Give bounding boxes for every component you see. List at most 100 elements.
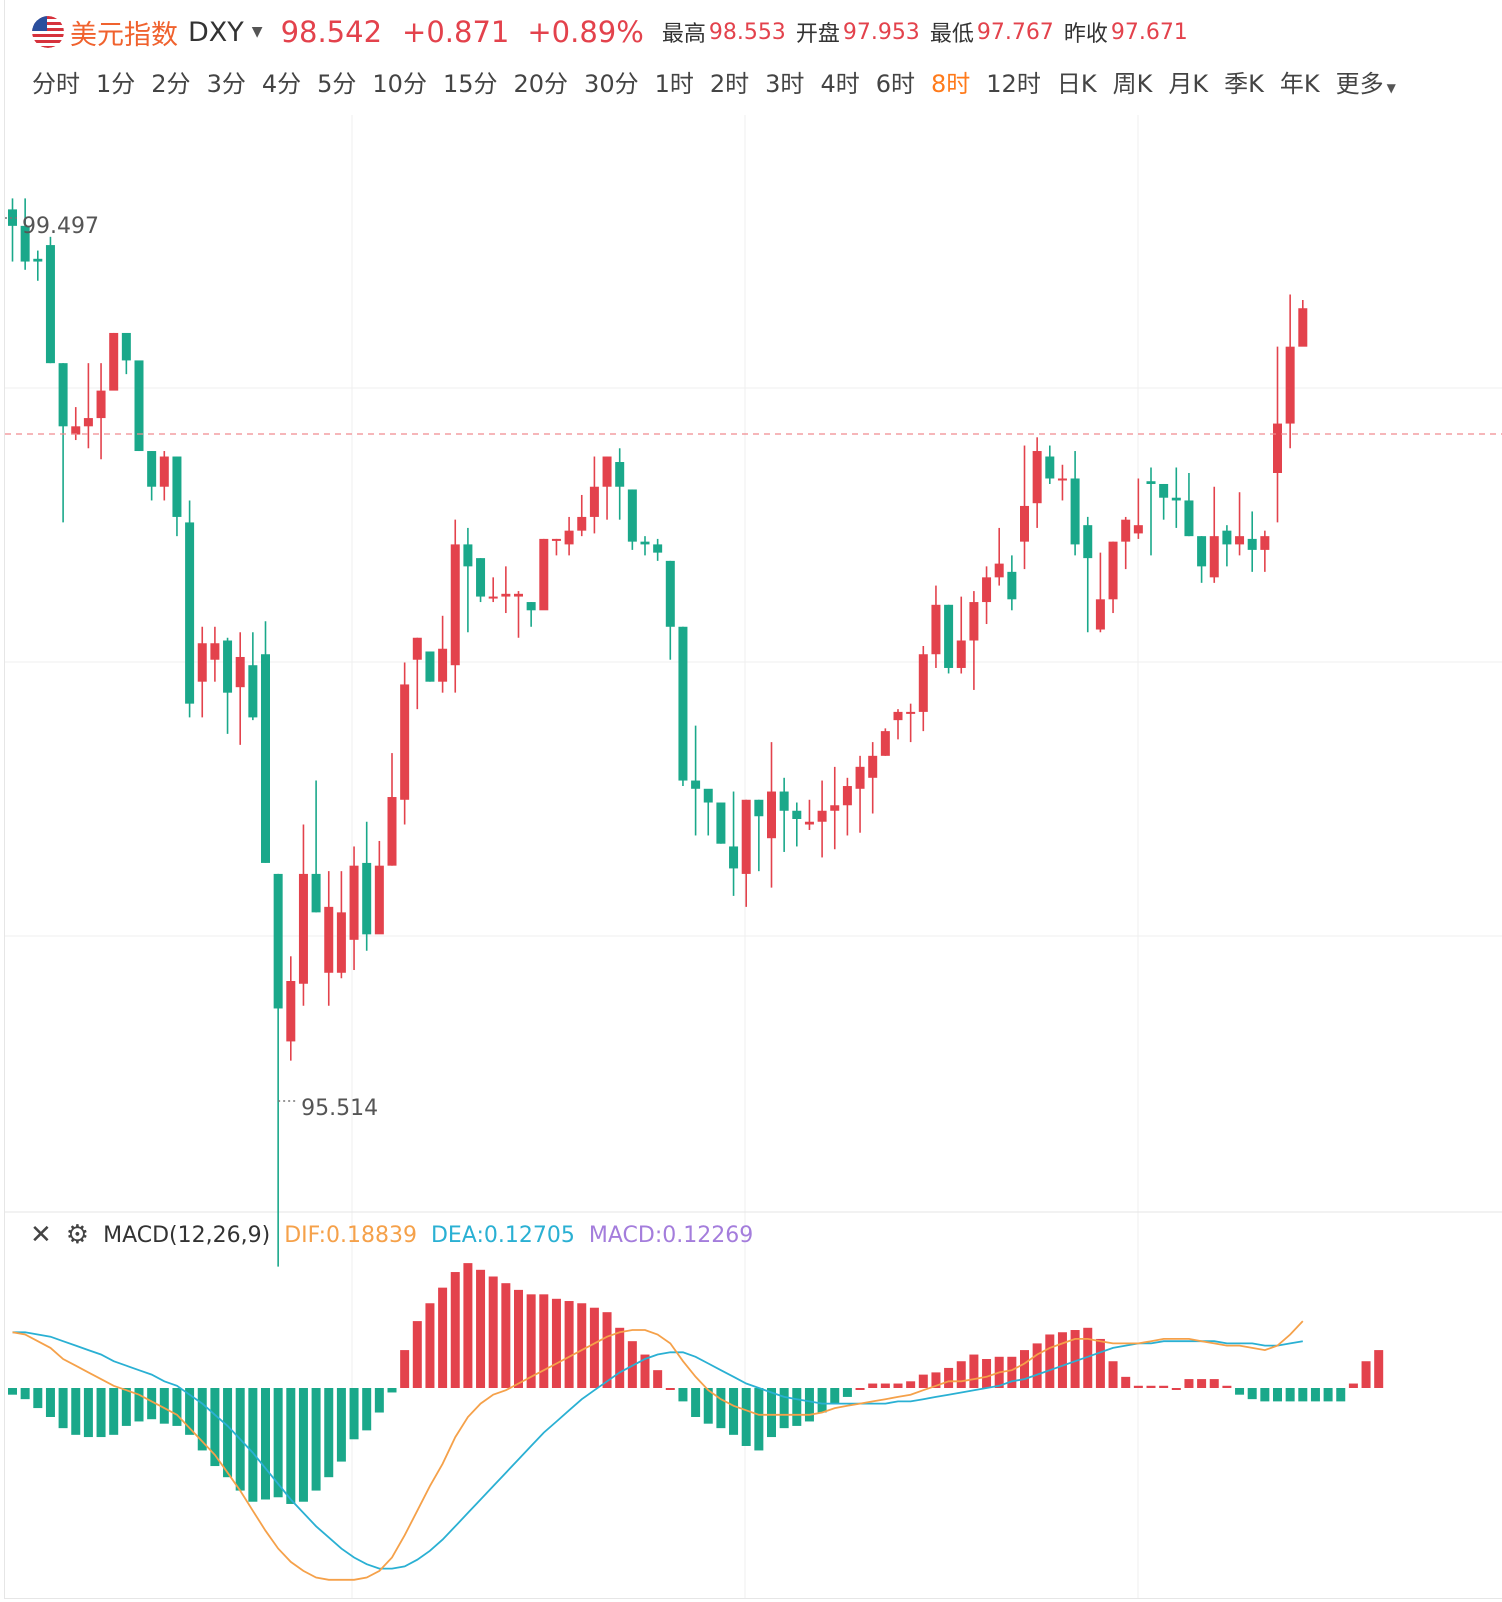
candle-body [1045, 456, 1055, 479]
candle-body [678, 626, 688, 781]
candle-body [261, 654, 270, 863]
macd-histogram-bar [450, 1272, 460, 1388]
macd-histogram-bar [109, 1388, 119, 1435]
macd-histogram-bar [893, 1383, 903, 1388]
tab-more[interactable]: 更多 ▼ [1336, 64, 1396, 99]
macd-histogram-bar [931, 1372, 941, 1388]
tab-3min[interactable]: 3分 [206, 69, 246, 98]
candle-body [58, 363, 68, 427]
candle-body [1184, 500, 1194, 537]
macd-histogram-bar [248, 1388, 258, 1502]
macd-title: MACD(12,26,9) [103, 1222, 271, 1248]
macd-histogram-bar [1222, 1385, 1232, 1388]
candle-body [665, 560, 675, 627]
macd-dif-value: DIF:0.18839 [284, 1222, 417, 1248]
settings-icon[interactable]: ⚙ [65, 1220, 90, 1250]
candle-body [893, 711, 903, 721]
tab-monthly[interactable]: 月K [1168, 69, 1209, 98]
tab-6hour[interactable]: 6时 [875, 69, 915, 98]
price-change: +0.871 [402, 15, 510, 49]
tab-4min[interactable]: 4分 [261, 69, 302, 98]
candle-body [754, 799, 764, 817]
macd-histogram-bar [1121, 1376, 1131, 1388]
caret-down-icon[interactable]: ▼ [251, 24, 263, 40]
candle-body [716, 802, 726, 844]
macd-histogram-bar [1184, 1379, 1194, 1388]
chart-frame [4, 0, 1502, 1599]
macd-histogram-bar [400, 1350, 410, 1388]
macd-histogram-bar [1070, 1330, 1080, 1388]
macd-histogram-bar [551, 1298, 561, 1388]
candle-body [33, 258, 43, 262]
candle-body [1235, 536, 1245, 545]
tab-5min[interactable]: 5分 [317, 69, 357, 98]
macd-histogram-bar [969, 1354, 979, 1388]
macd-histogram-bar [185, 1388, 195, 1435]
tab-2min[interactable]: 2分 [151, 69, 191, 98]
tab-1hour[interactable]: 1时 [654, 69, 694, 98]
candle-body [71, 426, 81, 435]
index-code[interactable]: DXY [188, 16, 244, 48]
candle-body [1070, 478, 1080, 545]
tab-2hour[interactable]: 2时 [709, 69, 750, 98]
tab-10min[interactable]: 10分 [372, 69, 427, 98]
candle-body [703, 788, 713, 803]
candle-body [1057, 478, 1067, 481]
macd-histogram-bar [1273, 1388, 1282, 1402]
macd-histogram-bar [944, 1367, 954, 1388]
tab-20min[interactable]: 20分 [513, 69, 569, 98]
candle-body [969, 602, 979, 641]
macd-histogram-bar [741, 1388, 751, 1446]
tab-1min[interactable]: 1分 [96, 69, 136, 98]
tab-timeshare[interactable]: 分时 [32, 69, 80, 98]
index-name[interactable]: 美元指数 [70, 19, 178, 51]
candle-body [994, 563, 1004, 578]
candle-body [868, 755, 878, 778]
candle-body [121, 332, 131, 361]
candle-body [577, 516, 587, 531]
macd-histogram-bar [8, 1388, 17, 1395]
macd-histogram-bar [463, 1263, 473, 1388]
candle-body [476, 558, 486, 597]
tab-30min[interactable]: 30分 [584, 69, 639, 98]
macd-histogram-bar [615, 1327, 625, 1388]
macd-histogram-bar [678, 1388, 688, 1402]
tab-3hour[interactable]: 3时 [765, 69, 805, 98]
tab-weekly[interactable]: 周K [1112, 69, 1153, 98]
macd-histogram-bar [1045, 1334, 1055, 1388]
candle-body [412, 637, 422, 660]
candle-body [1007, 571, 1017, 600]
candles-layer [8, 198, 1308, 1267]
candle-body [324, 906, 334, 973]
close-icon[interactable]: ✕ [30, 1220, 52, 1250]
candle-body [45, 245, 55, 364]
macd-histogram-bar [830, 1388, 840, 1404]
tab-4hour[interactable]: 4时 [820, 69, 860, 98]
macd-histogram-bar [1095, 1338, 1105, 1388]
tab-yearly[interactable]: 年K [1279, 69, 1320, 98]
candle-body [463, 544, 473, 567]
candle-body [374, 865, 384, 935]
price-markers: 99.497 95.514 [5, 214, 1502, 1121]
tab-quarterly[interactable]: 季K [1224, 69, 1264, 98]
macd-histogram-bar [956, 1361, 966, 1388]
stat-low-value: 97.767 [976, 19, 1054, 45]
tab-daily[interactable]: 日K [1056, 69, 1097, 98]
macd-histogram-bar [1260, 1388, 1270, 1402]
tab-12hour[interactable]: 12时 [986, 69, 1041, 98]
candle-body [286, 981, 296, 1042]
macd-histogram-bar [1083, 1327, 1093, 1388]
candle-body [982, 577, 992, 603]
tab-15min[interactable]: 15分 [442, 69, 498, 98]
stat-prevclose-value: 97.671 [1110, 19, 1188, 45]
candle-body [197, 643, 207, 682]
candle-body [1159, 483, 1169, 498]
candle-body [1273, 423, 1282, 473]
macd-histogram-bar [514, 1289, 523, 1388]
candle-body [640, 541, 650, 545]
macd-histogram-bar [147, 1388, 157, 1420]
tab-8hour[interactable]: 8时 [931, 69, 971, 98]
candle-body [298, 873, 308, 984]
macd-histogram-bar [577, 1303, 587, 1388]
